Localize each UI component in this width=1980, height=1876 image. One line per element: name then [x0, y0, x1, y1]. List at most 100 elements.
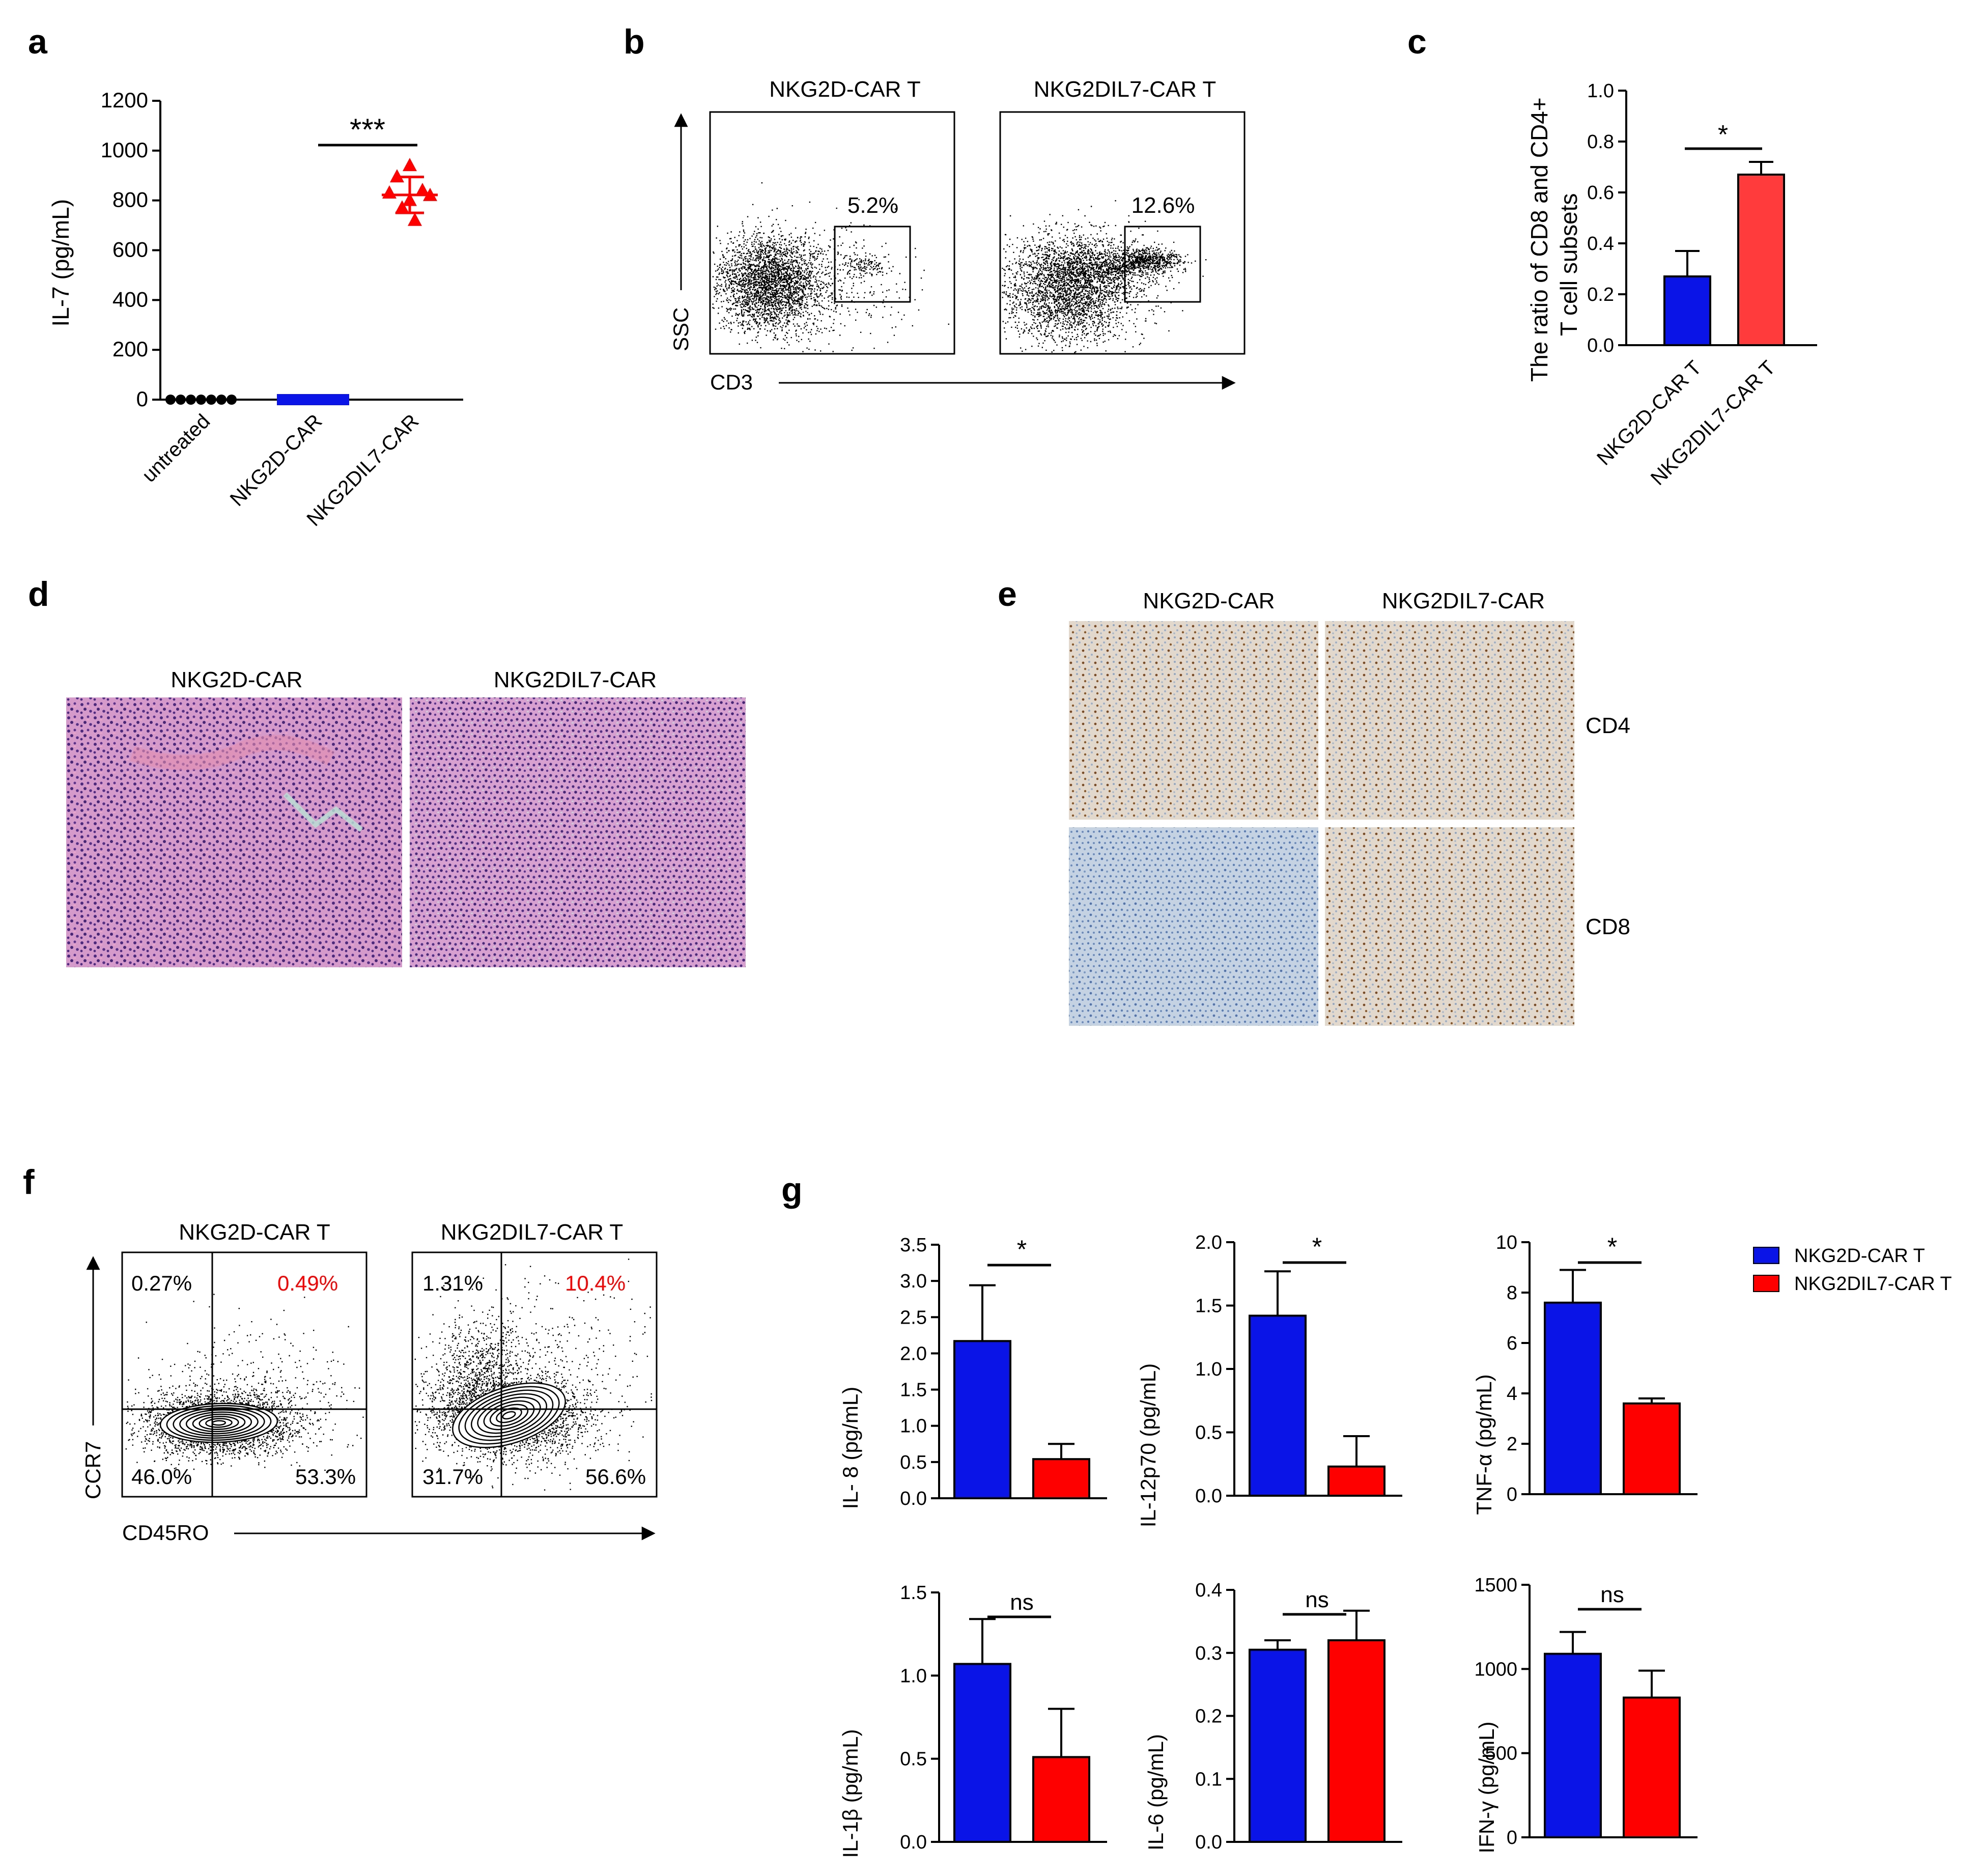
flow-contour-ring: [199, 1416, 239, 1430]
ihc-col1-title: NKG2D-CAR: [1143, 589, 1275, 613]
flow-b-ylabel: SSC: [669, 307, 693, 351]
legend-swatch-blue: [1753, 1247, 1779, 1264]
g_il8-ytick-label: 3.0: [900, 1271, 927, 1292]
panel-label-e: e: [998, 575, 1017, 613]
flow-f-col1-title: NKG2D-CAR T: [179, 1220, 330, 1245]
a-ytick-label: 200: [112, 337, 148, 361]
flow-dot-cloud: [712, 182, 854, 350]
a-point: [415, 183, 430, 197]
g_tnf-bar: [1623, 1402, 1681, 1496]
a-xtick-label: NKG2D-CAR: [226, 410, 327, 511]
g_il12-ylabel: IL-12p70 (pg/mL): [1136, 1363, 1160, 1527]
flow-f-xlabel: CD45RO: [122, 1521, 209, 1545]
g_ifn-ylabel: IFN-γ (pg/mL): [1475, 1721, 1498, 1853]
flow-contour-ring: [192, 1413, 246, 1433]
g_il8-ytick-label: 3.5: [900, 1235, 927, 1256]
he-image-nkg2dil7: [410, 697, 746, 967]
a-ylabel: IL-7 (pg/mL): [47, 199, 74, 327]
cytokine-bar-charts: 0.0 0.5 1.0 1.5 2.0 2.5 3.0 3.5 IL- 8 (pg/mL) * 0.…: [838, 1232, 1698, 1858]
ihc-cd8-nkg2d: [1069, 827, 1318, 1026]
a-ytick-label: 800: [112, 188, 148, 212]
flow-f-contour-2: [452, 1382, 566, 1448]
flow-b-col2-title: NKG2DIL7-CAR T: [1034, 77, 1217, 102]
c-ytick-label: 0.6: [1587, 182, 1614, 204]
g_il6-ytick-label: 0.0: [1195, 1832, 1222, 1853]
flow-b-gate-1-pct: 5.2%: [847, 193, 898, 218]
g_il6-ytick-label: 0.2: [1195, 1706, 1222, 1727]
a-point: [395, 200, 409, 214]
a-ytick-label: 400: [112, 287, 148, 311]
c-xtick-label: NKG2DIL7-CAR T: [1647, 356, 1780, 490]
a-sig-label: ***: [350, 113, 385, 147]
g_tnf-ytick-label: 2: [1507, 1434, 1517, 1455]
flow-f-q2-ur: 10.4%: [565, 1271, 626, 1295]
g_il8-ytick-label: 1.5: [900, 1380, 927, 1401]
flow-b-gate-1: [834, 226, 911, 303]
il7-scatter-chart: 0 200 400 600 800 1000 1200 IL-7 (pg/mL) untreat…: [47, 88, 463, 530]
c-ytick-label: 0.4: [1587, 233, 1614, 255]
g_tnf-sig-label: *: [1607, 1233, 1617, 1261]
flow-f-contour-1: [159, 1403, 278, 1443]
c-ytick-label: 0.0: [1587, 335, 1614, 356]
flow-contour-ring: [464, 1389, 554, 1441]
g_il12-ytick-label: 0.0: [1195, 1486, 1222, 1507]
ihc-cd4-nkg2dil7: [1325, 621, 1574, 820]
g_ifn-ytick-label: 1500: [1474, 1575, 1517, 1596]
flow-contour-ring: [477, 1396, 541, 1434]
g_il1b-ylabel: IL-1β (pg/mL): [838, 1729, 862, 1858]
flow-contour-ring: [166, 1405, 272, 1441]
flow-dot-cloud: [128, 1294, 364, 1471]
ccr7-cd45ro-flow-panel: NKG2D-CAR T NKG2DIL7-CAR T 0.27% 0.49% 4…: [81, 1220, 658, 1545]
g_il8-ylabel: IL- 8 (pg/mL): [838, 1387, 862, 1509]
g_il1b-ytick-label: 0.5: [900, 1749, 927, 1770]
g_tnf-ylabel: TNF-α (pg/mL): [1472, 1374, 1496, 1515]
g_tnf-ytick-label: 6: [1507, 1333, 1517, 1354]
flow-b-xlabel: CD3: [710, 370, 753, 394]
legend-label-blue: NKG2D-CAR T: [1794, 1245, 1925, 1267]
g_il12-bar: [1249, 1314, 1307, 1497]
g_il8-ytick-label: 0.5: [900, 1452, 927, 1473]
a-point: [382, 185, 397, 199]
g_il8-ytick-label: 2.0: [900, 1343, 927, 1364]
flow-f-q1-ur: 0.49%: [277, 1271, 338, 1295]
g_il6-ytick-label: 0.4: [1195, 1580, 1222, 1601]
flow-contour-ring: [470, 1393, 548, 1438]
g_il1b-ytick-label: 1.5: [900, 1582, 927, 1604]
a-xtick-label: untreated: [138, 410, 215, 487]
a-ytick-label: 600: [112, 238, 148, 262]
g_il1b-bar: [1032, 1756, 1090, 1843]
g_il12-ytick-label: 1.0: [1195, 1359, 1222, 1380]
panel-label-d: d: [28, 575, 49, 613]
g_il6-sig-label: ns: [1305, 1587, 1328, 1612]
he-histology-panel: NKG2D-CAR NKG2DIL7-CAR: [66, 667, 746, 967]
g_il1b-ytick-label: 1.0: [900, 1665, 927, 1687]
g_il12-bar: [1327, 1465, 1385, 1497]
g_il12-ytick-label: 1.5: [1195, 1296, 1222, 1317]
c-bar: [1663, 275, 1711, 346]
a-ytick-label: 1200: [101, 88, 148, 112]
g_il6-bar: [1327, 1639, 1385, 1843]
g_tnf-ytick-label: 4: [1507, 1383, 1517, 1405]
g_ifn-bar: [1623, 1696, 1681, 1838]
flow-f-q1-ul: 0.27%: [131, 1271, 192, 1295]
flow-contour-ring: [185, 1411, 252, 1435]
he-image-nkg2d: [66, 697, 402, 967]
ihc-cd8-nkg2dil7: [1325, 827, 1574, 1026]
flow-b-plot2: [999, 111, 1246, 355]
panel-label-b: b: [624, 22, 645, 61]
g_ifn-sig-label: ns: [1600, 1582, 1624, 1607]
ihc-row1-label: CD4: [1586, 713, 1630, 738]
flow-contour-ring: [483, 1400, 535, 1431]
g_il8-ytick-label: 1.0: [900, 1416, 927, 1437]
he-stroma-region: [283, 792, 363, 832]
g_ifn-ytick-label: 0: [1507, 1827, 1517, 1849]
g_il1b-ytick-label: 0.0: [900, 1832, 927, 1853]
panel-label-g: g: [781, 1170, 803, 1209]
g_il12-ytick-label: 0.5: [1195, 1422, 1222, 1444]
c-ylabel-1: The ratio of CD8 and CD4+: [1526, 97, 1552, 382]
legend-swatch-red: [1753, 1275, 1779, 1292]
g_il8-ytick-label: 0.0: [900, 1488, 927, 1509]
g_tnf-ytick-label: 0: [1507, 1484, 1517, 1505]
g_tnf-ytick-label: 10: [1496, 1232, 1517, 1253]
